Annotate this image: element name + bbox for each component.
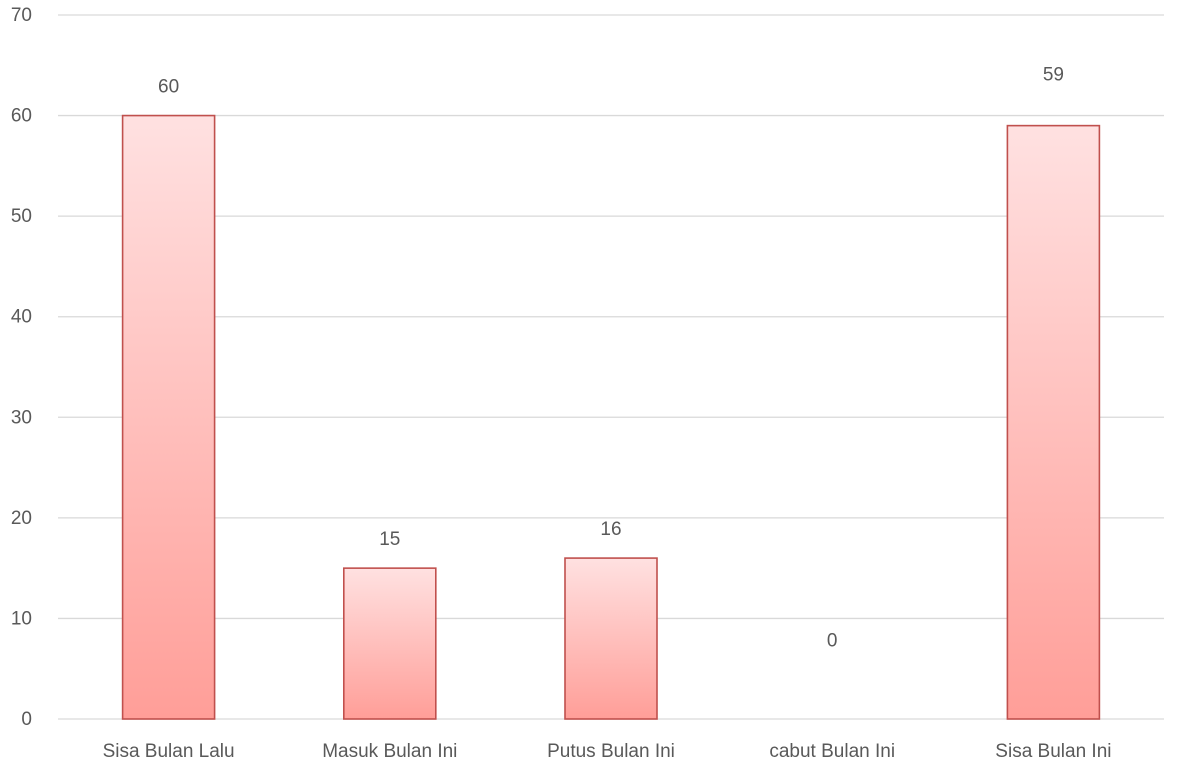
y-tick-label: 30 <box>11 407 32 428</box>
data-label-1: 15 <box>379 529 400 550</box>
y-tick-label: 0 <box>21 709 32 730</box>
bar-0 <box>121 114 216 720</box>
y-tick-label: 40 <box>11 307 32 328</box>
y-tick-label: 70 <box>11 5 32 26</box>
y-tick-label: 20 <box>11 508 32 529</box>
bar-4 <box>1006 124 1101 720</box>
x-category-label: cabut Bulan Ini <box>769 741 895 762</box>
data-label-3: 0 <box>827 630 838 651</box>
bar-2 <box>564 557 658 720</box>
y-tick-label: 50 <box>11 206 32 227</box>
x-axis-category-labels: Sisa Bulan Lalu Masuk Bulan Ini Putus Bula… <box>103 741 1112 762</box>
y-axis-tick-labels: 0 10 20 30 40 50 60 70 <box>11 5 32 730</box>
data-label-2: 16 <box>600 519 621 540</box>
x-category-label: Masuk Bulan Ini <box>322 741 457 762</box>
gridlines <box>58 14 1164 720</box>
data-label-4: 59 <box>1043 65 1064 86</box>
y-tick-label: 60 <box>11 106 32 127</box>
x-category-label: Sisa Bulan Lalu <box>103 741 235 762</box>
bar-1 <box>342 567 437 720</box>
data-label-0: 60 <box>158 77 179 98</box>
data-labels: 60 15 16 0 59 <box>158 65 1064 652</box>
x-category-label: Sisa Bulan Ini <box>995 741 1111 762</box>
bars <box>121 114 1101 720</box>
x-category-label: Putus Bulan Ini <box>547 741 675 762</box>
y-tick-label: 10 <box>11 608 32 629</box>
